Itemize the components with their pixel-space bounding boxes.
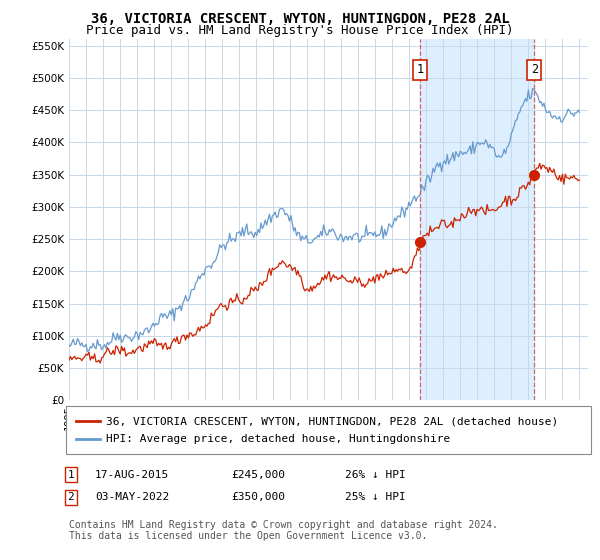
Text: 26% ↓ HPI: 26% ↓ HPI <box>345 470 406 480</box>
Text: Contains HM Land Registry data © Crown copyright and database right 2024.
This d: Contains HM Land Registry data © Crown c… <box>69 520 498 542</box>
Text: 2: 2 <box>67 492 74 502</box>
Text: 17-AUG-2015: 17-AUG-2015 <box>95 470 169 480</box>
Text: 1: 1 <box>67 470 74 480</box>
Bar <box>420 39 534 400</box>
Text: Price paid vs. HM Land Registry's House Price Index (HPI): Price paid vs. HM Land Registry's House … <box>86 24 514 36</box>
Text: 2: 2 <box>530 63 538 76</box>
Text: 1: 1 <box>416 63 424 76</box>
Text: 03-MAY-2022: 03-MAY-2022 <box>95 492 169 502</box>
Text: £245,000: £245,000 <box>231 470 285 480</box>
Text: 25% ↓ HPI: 25% ↓ HPI <box>345 492 406 502</box>
Text: 36, VICTORIA CRESCENT, WYTON, HUNTINGDON, PE28 2AL: 36, VICTORIA CRESCENT, WYTON, HUNTINGDON… <box>91 12 509 26</box>
Text: £350,000: £350,000 <box>231 492 285 502</box>
Text: HPI: Average price, detached house, Huntingdonshire: HPI: Average price, detached house, Hunt… <box>106 434 451 444</box>
Text: 36, VICTORIA CRESCENT, WYTON, HUNTINGDON, PE28 2AL (detached house): 36, VICTORIA CRESCENT, WYTON, HUNTINGDON… <box>106 417 559 426</box>
